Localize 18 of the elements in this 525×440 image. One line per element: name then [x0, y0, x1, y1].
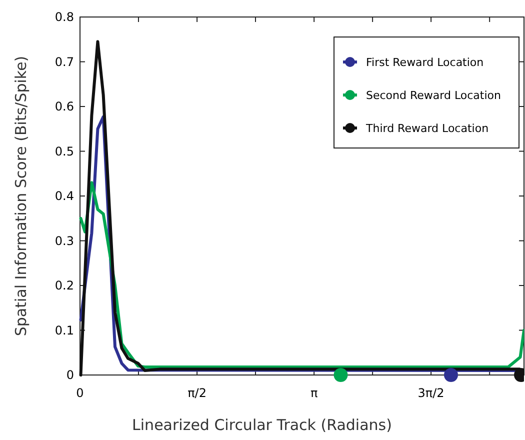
legend-label: First Reward Location: [366, 56, 484, 69]
y-tick-label: 0.1: [54, 323, 74, 338]
y-tick-label: 0.3: [54, 234, 74, 248]
legend-label: Second Reward Location: [366, 89, 501, 102]
y-tick-label: 0.4: [54, 189, 74, 203]
y-tick-label: 0: [66, 368, 74, 382]
y-tick-label: 0.7: [54, 54, 74, 69]
y-axis-title: Spatial Information Score (Bits/Spike): [12, 56, 30, 336]
x-tick-label: π/2: [188, 386, 206, 400]
y-tick-label: 0.6: [54, 100, 74, 114]
y-tick-label: 0.2: [54, 278, 74, 292]
x-tick-label: 0: [76, 386, 84, 400]
x-tick-label: 3π/2: [418, 386, 444, 400]
x-tick-label: π: [310, 386, 318, 400]
x-axis-title: Linearized Circular Track (Radians): [132, 416, 392, 434]
y-tick-label: 0.8: [54, 10, 74, 24]
y-tick-label: 0.5: [54, 144, 74, 158]
legend-label: Third Reward Location: [365, 122, 489, 135]
